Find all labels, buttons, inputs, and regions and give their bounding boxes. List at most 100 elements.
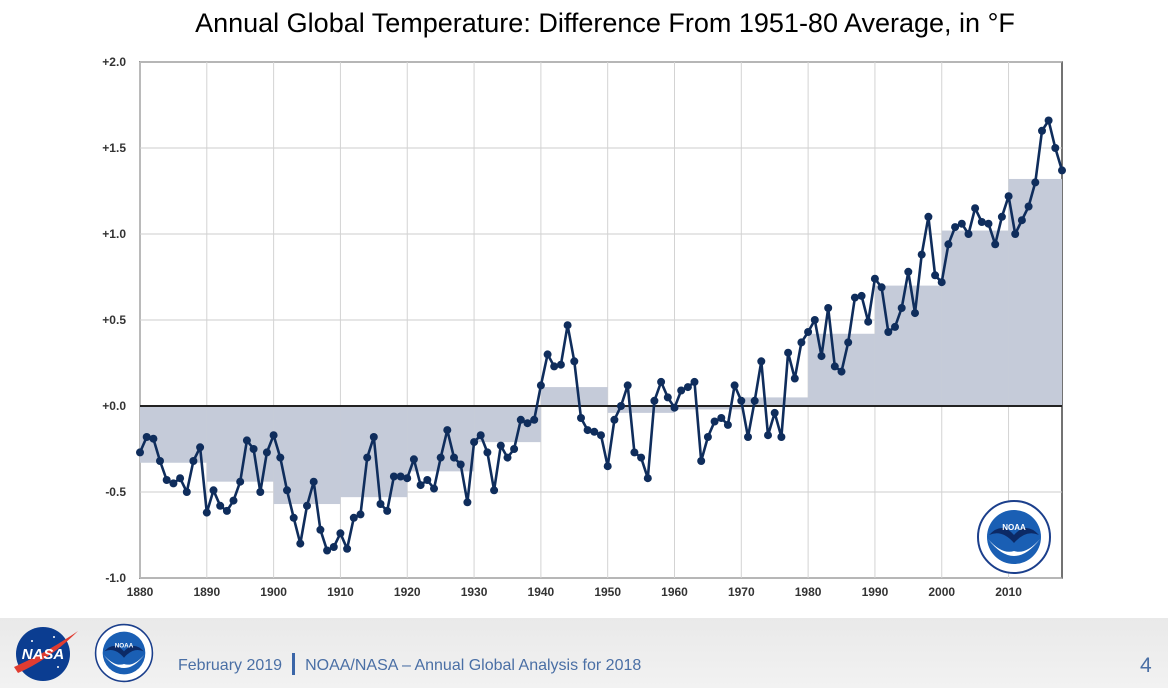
data-point — [924, 212, 933, 221]
data-point — [470, 438, 479, 447]
data-point — [536, 381, 545, 390]
data-point — [737, 396, 746, 405]
data-point — [443, 426, 452, 435]
data-point — [643, 474, 652, 483]
noaa-logo-chart: NOAA — [977, 500, 1051, 574]
data-point — [824, 304, 833, 312]
data-point — [222, 506, 231, 515]
data-point — [904, 267, 913, 276]
data-point — [303, 501, 311, 510]
data-point — [456, 460, 465, 469]
decade-bar — [941, 230, 1009, 406]
data-point — [262, 448, 271, 457]
data-point — [269, 431, 278, 440]
data-point — [563, 321, 572, 330]
decade-bar — [206, 406, 274, 482]
data-point — [603, 462, 612, 471]
y-tick-label: +2.0 — [102, 55, 126, 69]
data-point — [597, 431, 605, 440]
decade-bar — [674, 406, 742, 410]
temperature-chart: +2.0 +1.5 +1.0 +0.5 +0.0 -0.5 -1.0 1880 1890 190… — [102, 55, 1066, 599]
data-point — [136, 448, 144, 457]
data-point — [917, 250, 926, 259]
data-point — [276, 453, 285, 462]
data-point — [349, 513, 358, 522]
decade-bar — [140, 406, 207, 463]
data-point — [216, 501, 225, 510]
y-tick-label: -1.0 — [105, 571, 126, 585]
footer-separator — [292, 653, 296, 675]
data-point — [850, 293, 859, 302]
y-tick-label: +1.0 — [102, 227, 126, 241]
data-point — [744, 433, 752, 441]
data-point — [483, 448, 492, 457]
data-point — [757, 357, 766, 366]
data-point — [336, 529, 345, 538]
data-point — [156, 457, 164, 465]
data-point — [329, 543, 338, 551]
data-point — [309, 477, 318, 486]
data-point — [463, 498, 472, 507]
data-point — [971, 204, 980, 213]
x-tick-label: 1960 — [661, 585, 688, 599]
chart-title: Annual Global Temperature: Difference Fr… — [195, 8, 1015, 38]
nasa-label: NASA — [22, 646, 65, 663]
data-point — [884, 328, 893, 336]
data-point — [670, 403, 679, 412]
data-point — [683, 383, 692, 392]
data-point — [436, 453, 445, 462]
data-point — [503, 453, 512, 462]
data-point — [1017, 216, 1026, 225]
data-point — [149, 434, 158, 443]
data-point — [804, 328, 813, 336]
data-point — [997, 212, 1006, 221]
data-point — [283, 486, 291, 495]
data-point — [189, 457, 198, 465]
data-point — [403, 474, 412, 483]
x-tick-label: 1920 — [394, 585, 421, 599]
data-point — [957, 219, 966, 228]
x-tick-label: 1990 — [862, 585, 889, 599]
data-point — [797, 338, 806, 347]
data-point — [496, 441, 505, 450]
data-point — [937, 278, 946, 287]
data-point — [1004, 192, 1013, 201]
data-point — [590, 427, 599, 436]
x-tick-label: 1910 — [327, 585, 354, 599]
data-point — [784, 348, 793, 357]
decade-bar — [1008, 178, 1062, 406]
data-point — [864, 317, 873, 326]
data-point — [857, 291, 866, 300]
y-tick-label: +0.0 — [102, 399, 126, 413]
x-axis-ticks: 1880 1890 1900 1910 1920 1930 1940 1950 1960 1970… — [127, 585, 1023, 599]
x-tick-label: 1950 — [594, 585, 621, 599]
data-point — [977, 218, 986, 226]
data-point — [523, 419, 532, 428]
data-point — [703, 433, 712, 441]
data-point — [723, 420, 732, 429]
data-point — [383, 506, 392, 515]
data-point — [176, 474, 185, 483]
data-point — [790, 374, 799, 383]
data-point — [376, 500, 385, 508]
data-point — [750, 396, 759, 405]
data-point — [343, 544, 352, 553]
data-point — [396, 472, 405, 481]
data-point — [931, 271, 940, 280]
data-point — [583, 426, 592, 435]
x-tick-label: 1980 — [795, 585, 822, 599]
x-tick-label: 1900 — [260, 585, 287, 599]
data-point — [510, 445, 519, 453]
data-point — [577, 414, 585, 422]
x-tick-label: 1970 — [728, 585, 755, 599]
y-tick-label: +0.5 — [102, 313, 126, 327]
x-tick-label: 1890 — [193, 585, 220, 599]
data-point — [289, 513, 298, 522]
data-point — [476, 431, 485, 440]
data-point — [623, 381, 632, 390]
data-point — [229, 496, 238, 505]
data-point — [617, 402, 625, 410]
data-point — [810, 316, 819, 324]
data-point — [209, 486, 218, 495]
footer-text: February 2019 NOAA/NASA – Annual Global A… — [178, 653, 641, 677]
